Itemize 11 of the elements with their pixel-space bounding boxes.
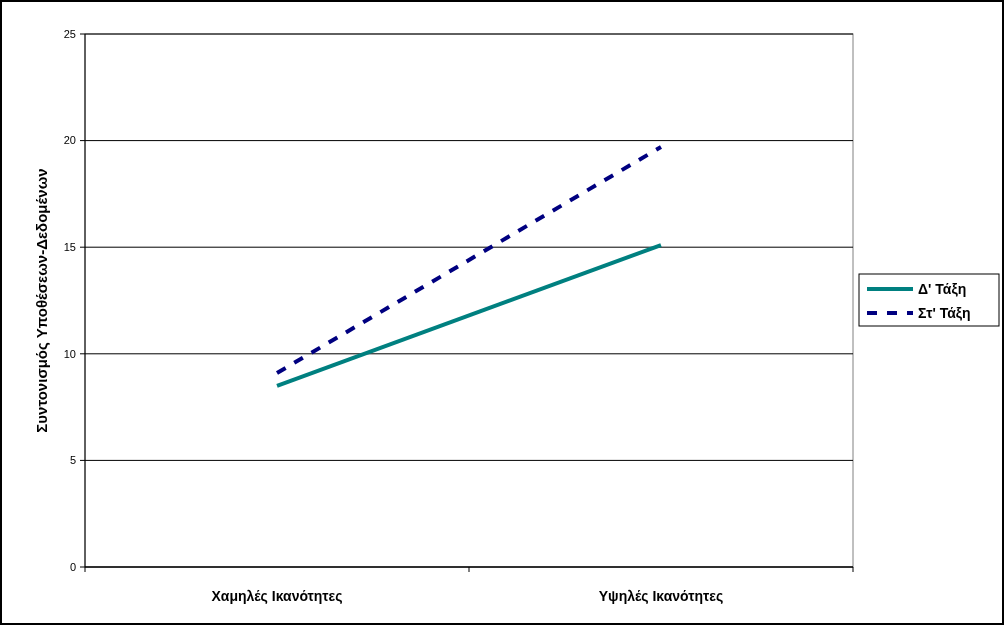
y-axis-title: Συντονισμός Υποθέσεων-Δεδομένων — [33, 168, 50, 433]
y-tick-label: 20 — [63, 134, 76, 147]
legend-label: Δ' Τάξη — [918, 280, 967, 297]
y-tick-label: 15 — [63, 241, 76, 254]
y-tick-label: 0 — [69, 560, 76, 573]
legend-label: Στ' Τάξη — [918, 304, 971, 321]
y-tick-label: 25 — [63, 27, 76, 40]
x-tick-label: Χαμηλές Ικανότητες — [211, 588, 343, 604]
x-tick-label: Υψηλές Ικανότητες — [598, 588, 724, 604]
y-tick-label: 10 — [63, 347, 76, 360]
y-tick-label: 5 — [69, 454, 76, 467]
